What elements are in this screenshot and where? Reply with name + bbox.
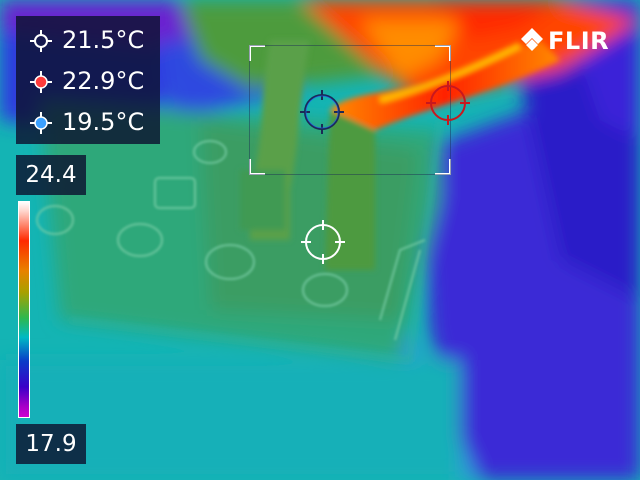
scale-max-label: 24.4 bbox=[16, 155, 86, 195]
crosshair-white-icon bbox=[30, 30, 52, 52]
brand-logo: FLIR bbox=[520, 27, 620, 55]
readout-center-value: 21.5°C bbox=[62, 26, 145, 54]
scale-min-label: 17.9 bbox=[16, 424, 86, 464]
readout-cold-spot: 19.5°C bbox=[16, 100, 160, 140]
crosshair-blue-icon bbox=[30, 112, 52, 134]
center-spot-marker[interactable] bbox=[299, 218, 347, 266]
color-scale-bar bbox=[18, 201, 30, 418]
cold-spot-marker[interactable] bbox=[298, 88, 346, 136]
measurement-box[interactable] bbox=[249, 45, 451, 175]
crosshair-red-icon bbox=[30, 71, 52, 93]
flir-logo-icon bbox=[521, 28, 543, 51]
hot-spot-marker[interactable] bbox=[424, 79, 472, 127]
readout-cold-value: 19.5°C bbox=[62, 108, 145, 136]
brand-name: FLIR bbox=[548, 27, 610, 55]
readout-hot-value: 22.9°C bbox=[62, 67, 145, 95]
measurement-readouts: 21.5°C 22.9°C 19.5°C bbox=[16, 16, 160, 144]
readout-hot-spot: 22.9°C bbox=[16, 59, 160, 99]
readout-center-spot: 21.5°C bbox=[16, 18, 160, 58]
